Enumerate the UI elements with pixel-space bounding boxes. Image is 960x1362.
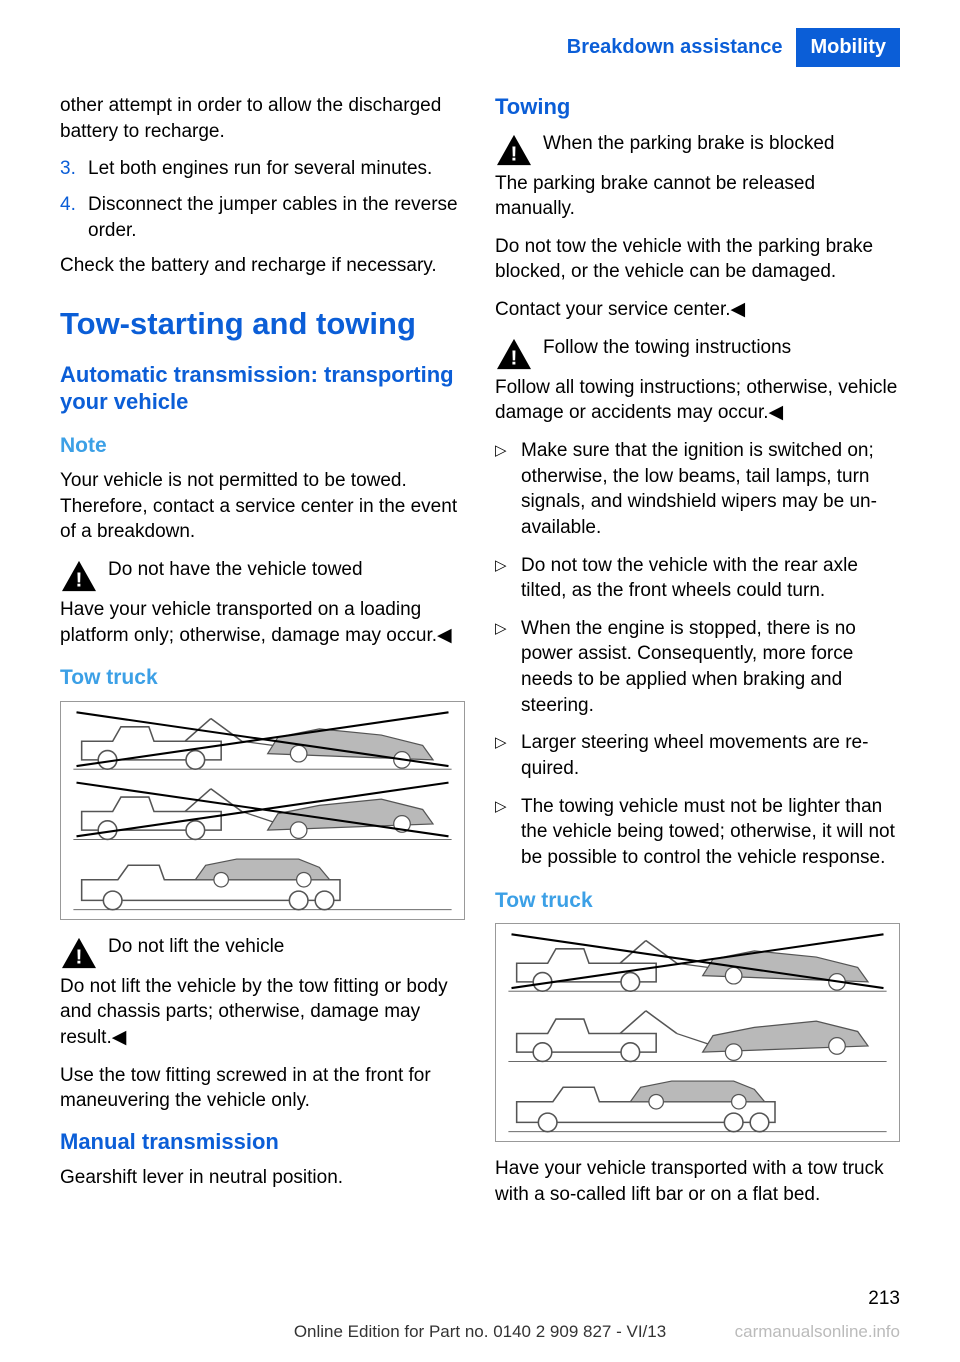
page-header: Breakdown assistance Mobility — [0, 0, 960, 93]
bullet-item: ▷When the engine is stopped, there is no… — [495, 616, 900, 719]
step-number: 4. — [60, 192, 88, 243]
warning-do-not-tow: ! Do not have the vehicle towed — [60, 557, 465, 593]
heading-manual-transmission: Manual transmission — [60, 1128, 465, 1156]
warning-body: Follow the towing instructions — [543, 335, 791, 365]
warning-title: Do not have the vehicle towed — [108, 557, 363, 583]
warning-title: Follow the towing instructions — [543, 335, 791, 361]
warning-parking-brake: ! When the parking brake is blocked — [495, 131, 900, 167]
warning-body: Do not have the vehicle towed — [108, 557, 363, 587]
final-paragraph: Have your vehicle transported with a tow… — [495, 1156, 900, 1207]
bullet-text: When the engine is stopped, there is no … — [521, 616, 900, 719]
tow-truck-diagram-left — [60, 701, 465, 920]
triangle-icon: ▷ — [495, 730, 521, 781]
triangle-icon: ▷ — [495, 553, 521, 604]
bullet-text: Larger steering wheel movements are re­q… — [521, 730, 900, 781]
left-column: other attempt in order to allow the dis­… — [60, 93, 465, 1219]
paragraph: Do not tow the vehicle with the parking … — [495, 234, 900, 285]
step-text: Let both engines run for several minutes… — [88, 156, 432, 182]
paragraph: Contact your service center.◀ — [495, 297, 900, 323]
step-number: 3. — [60, 156, 88, 182]
heading-tow-truck-right: Tow truck — [495, 887, 900, 915]
use-fitting-paragraph: Use the tow fitting screwed in at the fr… — [60, 1063, 465, 1114]
warning-icon: ! — [495, 133, 533, 167]
tow-truck-diagram-right — [495, 923, 900, 1142]
watermark: carmanualsonline.info — [735, 1321, 900, 1344]
heading-tow-truck-left: Tow truck — [60, 664, 465, 692]
warning-icon: ! — [60, 559, 98, 593]
svg-text:!: ! — [511, 142, 518, 165]
bullet-item: ▷Do not tow the vehicle with the rear ax… — [495, 553, 900, 604]
warning-do-not-lift: ! Do not lift the vehicle — [60, 934, 465, 970]
warning-body: Do not lift the vehicle — [108, 934, 284, 964]
warning-title: Do not lift the vehicle — [108, 934, 284, 960]
heading-auto-transmission: Automatic transmission: transporting you… — [60, 361, 465, 416]
svg-text:!: ! — [511, 346, 518, 369]
warning-body: When the parking brake is blocked — [543, 131, 835, 161]
bullet-item: ▷Make sure that the ignition is switched… — [495, 438, 900, 541]
warning-title: When the parking brake is blocked — [543, 131, 835, 157]
warning-text: Have your vehicle transported on a load­… — [60, 597, 465, 648]
breadcrumb: Breakdown assistance — [553, 28, 797, 67]
triangle-icon: ▷ — [495, 438, 521, 541]
note-paragraph: Your vehicle is not permitted to be towe… — [60, 468, 465, 545]
warning-icon: ! — [60, 936, 98, 970]
bullet-item: ▷Larger steering wheel movements are re­… — [495, 730, 900, 781]
continuation-paragraph: other attempt in order to allow the dis­… — [60, 93, 465, 144]
warning-text: Do not lift the vehicle by the tow fitti… — [60, 974, 465, 1051]
svg-text:!: ! — [76, 568, 83, 591]
heading-note: Note — [60, 432, 465, 460]
numbered-steps: 3. Let both engines run for several minu… — [60, 156, 465, 243]
right-column: Towing ! When the parking brake is block… — [495, 93, 900, 1219]
step-text: Disconnect the jumper cables in the re­v… — [88, 192, 465, 243]
step-3: 3. Let both engines run for several minu… — [60, 156, 465, 182]
bullet-item: ▷The towing vehicle must not be lighter … — [495, 794, 900, 871]
triangle-icon: ▷ — [495, 616, 521, 719]
manual-paragraph: Gearshift lever in neutral position. — [60, 1165, 465, 1191]
heading-tow-starting: Tow-starting and towing — [60, 303, 465, 345]
bullet-text: The towing vehicle must not be lighter t… — [521, 794, 900, 871]
bullet-text: Make sure that the ignition is switched … — [521, 438, 900, 541]
warning-follow-instructions: ! Follow the towing instructions — [495, 335, 900, 371]
towing-bullets: ▷Make sure that the ignition is switched… — [495, 438, 900, 871]
content-columns: other attempt in order to allow the dis­… — [0, 93, 960, 1219]
step-4: 4. Disconnect the jumper cables in the r… — [60, 192, 465, 243]
svg-text:!: ! — [76, 945, 83, 968]
page-number: 213 — [868, 1286, 900, 1312]
after-steps-paragraph: Check the battery and recharge if necess… — [60, 253, 465, 279]
bullet-text: Do not tow the vehicle with the rear axl… — [521, 553, 900, 604]
warning-text: Follow all towing instructions; otherwis… — [495, 375, 900, 426]
heading-towing: Towing — [495, 93, 900, 121]
warning-icon: ! — [495, 337, 533, 371]
triangle-icon: ▷ — [495, 794, 521, 871]
warning-text: The parking brake cannot be released man… — [495, 171, 900, 222]
section-tab: Mobility — [796, 28, 900, 67]
